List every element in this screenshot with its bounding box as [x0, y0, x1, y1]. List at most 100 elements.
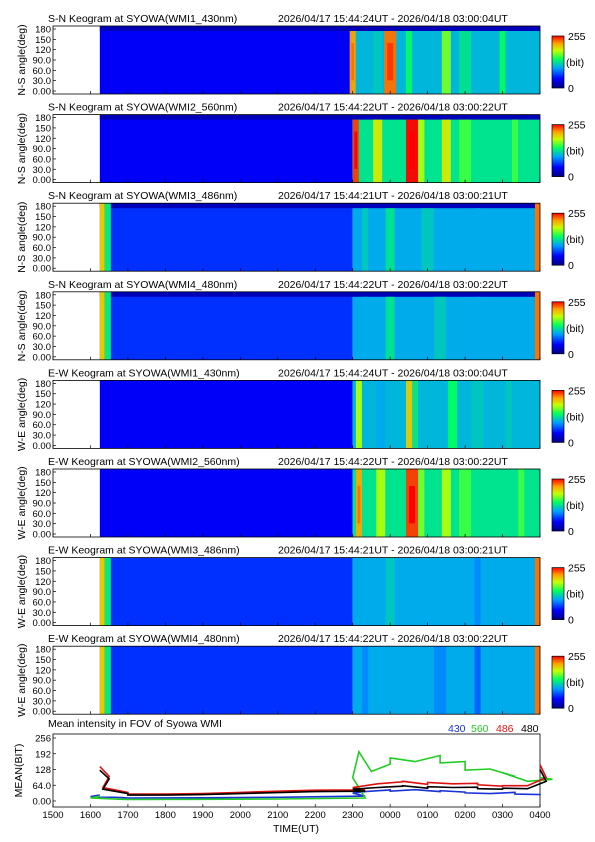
keogram-panel-5: E-W Keogram at SYOWA(WMI1_430nm) 2026/04/…: [16, 367, 586, 452]
lineplot-xlabel: TIME(UT): [273, 823, 319, 835]
keogram-ytick-label: 150: [35, 566, 51, 577]
keogram-ytick-label: 60.0: [33, 243, 52, 254]
colorbar-max: 255: [568, 563, 586, 575]
keogram-quiet-region: [99, 26, 353, 94]
keogram-twilight-start: [99, 646, 105, 715]
colorbar-max: 255: [568, 474, 586, 486]
keogram-time-range: 2026/04/17 15:44:22UT - 2026/04/18 03:00…: [278, 279, 508, 291]
keogram-ytick-label: 60.0: [33, 509, 52, 520]
colorbar: 255 (bit) 0: [551, 651, 586, 715]
lineplot-xtick-label: 2100: [267, 810, 288, 821]
keogram-ytick-label: 30.0: [33, 696, 52, 707]
keogram-ytick-label: 120: [35, 488, 51, 499]
colorbar: 255 (bit) 0: [551, 120, 586, 184]
colorbar-unit: (bit): [566, 411, 584, 423]
keogram-twilight-start: [99, 291, 105, 360]
keogram-aurora-band: [459, 119, 472, 183]
keogram-aurora-band: [376, 469, 386, 537]
keogram-twilight-end: [535, 291, 540, 360]
colorbar-unit: (bit): [566, 589, 584, 601]
lineplot-xtick-label: 1800: [155, 810, 176, 821]
keogram-ytick-label: 180: [35, 25, 51, 36]
keogram-ytick-label: 0.00: [33, 530, 52, 541]
keogram-ytick-label: 30.0: [33, 608, 52, 619]
keogram-twilight-end: [535, 557, 540, 626]
keogram-quiet-region: [99, 557, 353, 626]
keogram-twilight-end: [535, 203, 540, 272]
keogram-quiet-region: [99, 646, 353, 715]
colorbar-gradient: [551, 567, 565, 620]
keogram-title: E-W Keogram at SYOWA(WMI2_560nm): [48, 456, 240, 468]
keogram-aurora-band: [499, 31, 506, 94]
keogram-quiet-region: [99, 203, 353, 272]
keogram-image: [53, 557, 540, 626]
keogram-title: S-N Keogram at SYOWA(WMI4_480nm): [48, 279, 237, 291]
legend-entry-560: 560: [471, 723, 489, 735]
keogram-aurora-band: [418, 119, 425, 183]
keogram-ytick-label: 90.0: [33, 676, 52, 687]
keogram-title: E-W Keogram at SYOWA(WMI3_486nm): [48, 545, 240, 557]
keogram-aurora-band: [405, 31, 412, 94]
keogram-ytick-label: 60.0: [33, 154, 52, 165]
keogram-ylabel: N-S angle(deg): [16, 24, 28, 95]
colorbar-max: 255: [568, 208, 586, 220]
keogram-ytick-label: 90.0: [33, 321, 52, 332]
keogram-ytick-label: 0.00: [33, 264, 52, 275]
colorbar-max: 255: [568, 651, 586, 663]
keogram-title: E-W Keogram at SYOWA(WMI1_430nm): [48, 367, 240, 379]
keogram-active-region: [352, 557, 540, 626]
keogram-twilight-start: [99, 203, 105, 272]
keogram-image: [53, 203, 541, 272]
keogram-ytick-label: 0.00: [33, 175, 52, 186]
keogram-aurora-band: [518, 469, 525, 537]
keogram-title: S-N Keogram at SYOWA(WMI3_486nm): [48, 190, 237, 202]
keogram-aurora-band: [421, 557, 434, 626]
keogram-ytick-label: 150: [35, 35, 51, 46]
keogram-ytick-label: 150: [35, 389, 51, 400]
keogram-ytick-label: 90.0: [33, 233, 52, 244]
keogram-ytick-label: 0.00: [33, 618, 52, 629]
keogram-aurora-band: [505, 380, 512, 449]
keogram-ytick-label: 60.0: [33, 420, 52, 431]
keogram-aurora-band: [471, 380, 484, 449]
keogram-quiet-region: [99, 380, 353, 449]
colorbar-max: 255: [568, 31, 586, 43]
keogram-panel-7: E-W Keogram at SYOWA(WMI3_486nm) 2026/04/…: [16, 545, 586, 630]
colorbar-min: 0: [568, 349, 574, 361]
lineplot-xtick-label: 0300: [492, 810, 513, 821]
keogram-aurora-band: [376, 380, 386, 449]
lineplot-ytick-label: 192: [35, 749, 51, 760]
keogram-aurora-band: [418, 469, 425, 537]
colorbar-min: 0: [568, 83, 574, 95]
colorbar-unit: (bit): [566, 677, 584, 689]
keogram-ytick-label: 60.0: [33, 686, 52, 697]
keogram-twilight-start-fade: [104, 557, 111, 626]
keogram-aurora-band: [474, 557, 481, 626]
lineplot-xtick-label: 1900: [192, 810, 213, 821]
colorbar-unit: (bit): [566, 57, 584, 69]
keogram-aurora-band: [373, 119, 383, 183]
keogram-ytick-label: 0.00: [33, 707, 52, 718]
keogram-ytick-label: 30.0: [33, 342, 52, 353]
keogram-aurora-band: [362, 296, 369, 360]
keogram-ytick-label: 150: [35, 478, 51, 489]
keogram-ytick-label: 180: [35, 645, 51, 656]
keogram-aurora-band: [362, 208, 369, 272]
lineplot-title: Mean intensity in FOV of Syowa WMI: [48, 718, 222, 730]
keogram-aurora-band: [434, 296, 447, 360]
keogram-ytick-label: 180: [35, 202, 51, 213]
keogram-aurora-band: [385, 646, 395, 715]
keogram-active-region: [352, 291, 540, 360]
colorbar: 255 (bit) 0: [551, 297, 586, 361]
colorbar: 255 (bit) 0: [551, 385, 586, 449]
keogram-ytick-label: 120: [35, 665, 51, 676]
keogram-aurora-core: [409, 131, 416, 169]
keogram-aurora-core: [409, 486, 416, 524]
keogram-time-range: 2026/04/17 15:44:22UT - 2026/04/18 03:00…: [278, 633, 508, 645]
keogram-active-region: [352, 646, 540, 715]
keogram-ytick-label: 90.0: [33, 499, 52, 510]
keogram-ytick-label: 180: [35, 113, 51, 124]
keogram-ytick-label: 120: [35, 45, 51, 56]
keogram-ytick-label: 0.00: [33, 352, 52, 363]
colorbar-gradient: [551, 212, 565, 266]
